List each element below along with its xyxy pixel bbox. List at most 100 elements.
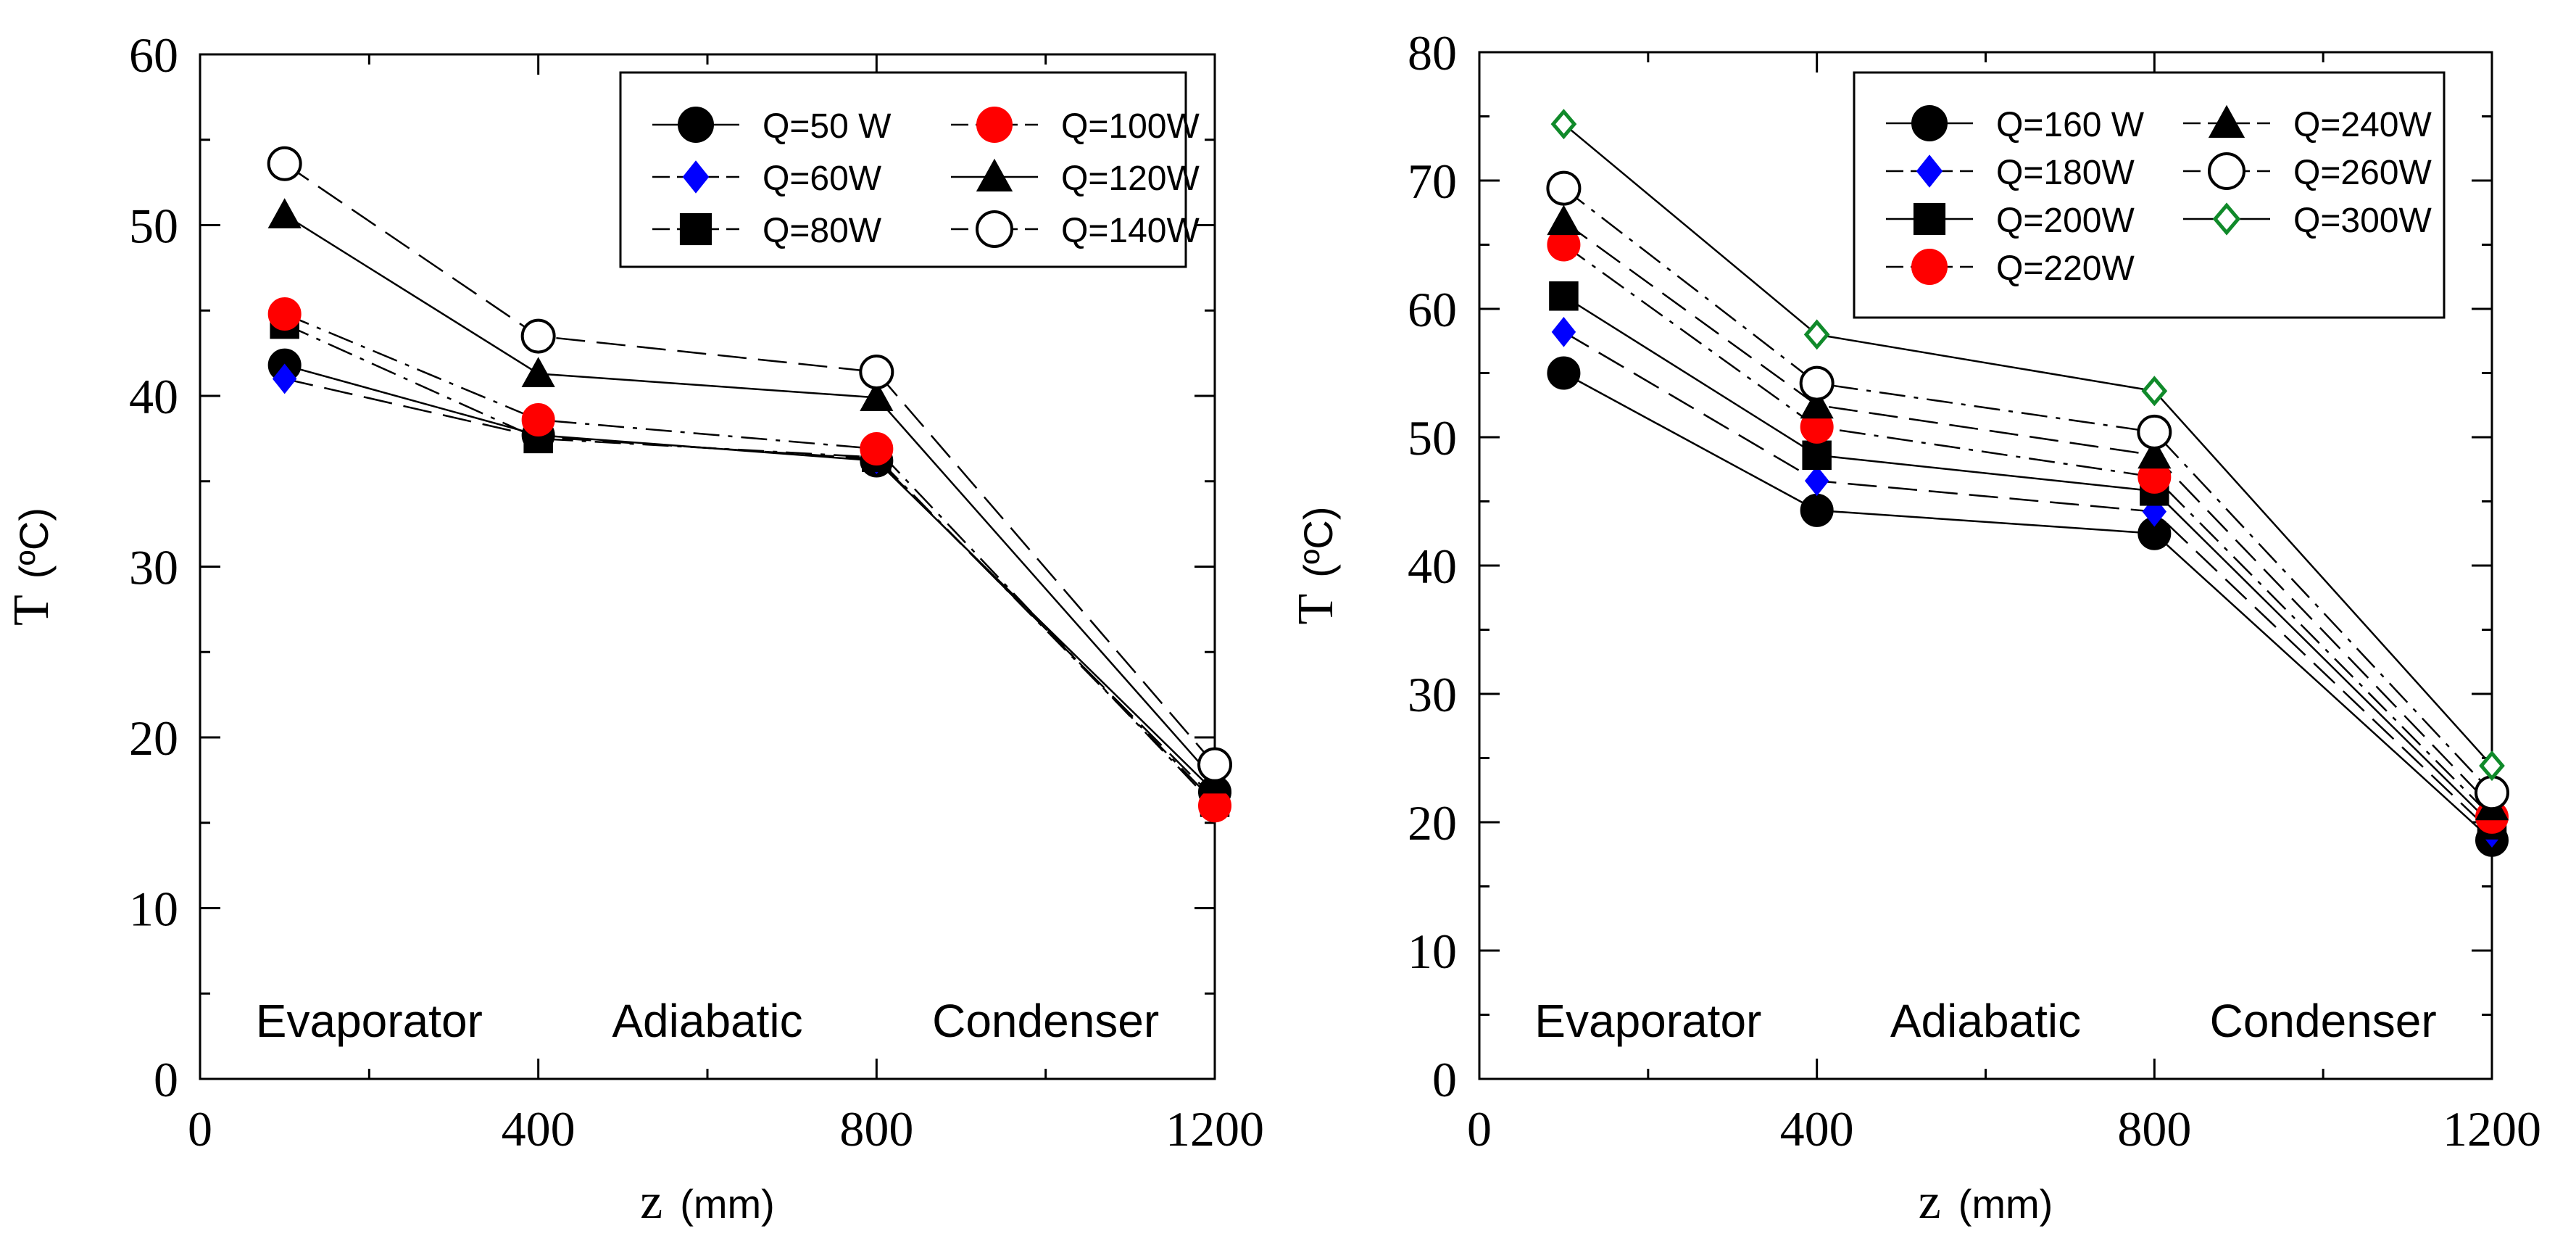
series-line-6 xyxy=(283,162,1216,766)
data-point-series-6 xyxy=(520,318,556,354)
series-line-2 xyxy=(1563,331,2493,834)
legend-item: Q=220W xyxy=(1886,249,2135,288)
legend-label: Q=260W xyxy=(2293,154,2432,192)
legend-label: Q=60W xyxy=(763,160,882,198)
y-axis-symbol: T xyxy=(4,595,59,626)
data-point-series-5 xyxy=(267,198,302,228)
legend-item: Q=300W xyxy=(2183,202,2432,240)
y-tick-label: 0 xyxy=(154,1052,178,1107)
y-axis-symbol: T xyxy=(1288,594,1344,625)
y-tick-label: 0 xyxy=(1432,1052,1457,1107)
data-point-series-5 xyxy=(521,357,555,387)
legend-box xyxy=(619,71,1187,268)
data-point-series-7 xyxy=(1803,319,1830,350)
y-tick-label: 40 xyxy=(1408,539,1457,594)
series-line-4 xyxy=(284,313,1216,807)
x-tick-label: 1200 xyxy=(1166,1101,1264,1156)
legend-item: Q=80W xyxy=(652,212,882,250)
y-tick-label: 20 xyxy=(1408,795,1457,851)
legend: Q=160 W Q=180W Q=200W Q=220W Q=240W Q=260W Q=3… xyxy=(1853,71,2446,319)
data-point-series-2 xyxy=(1804,465,1829,497)
data-point-series-6 xyxy=(267,146,302,181)
series-line-7 xyxy=(1563,123,2493,766)
x-tick-label: 0 xyxy=(1467,1101,1492,1156)
data-point-series-6 xyxy=(1546,170,1582,206)
legend-label: Q=220W xyxy=(1996,249,2135,288)
series-line-6 xyxy=(1563,187,2493,794)
data-point-series-5 xyxy=(860,381,894,411)
legend-label: Q=300W xyxy=(2293,202,2432,240)
legend-item: Q=50 W xyxy=(652,107,892,146)
legend-item: Q=120W xyxy=(951,158,1200,198)
legend-marker xyxy=(1913,202,1946,236)
series-line-3 xyxy=(1563,295,2493,826)
x-axis-unit: (mm) xyxy=(680,1181,775,1227)
x-axis-title: z (mm) xyxy=(640,1174,775,1230)
legend-label: Q=120W xyxy=(1061,160,1200,198)
legend-marker xyxy=(2208,104,2245,138)
legend-marker xyxy=(682,160,710,194)
y-tick-label: 40 xyxy=(129,369,178,424)
legend: Q=50 W Q=60W Q=80W Q=100W Q=120W Q=140W xyxy=(619,71,1200,268)
y-tick-label: 30 xyxy=(1408,667,1457,722)
data-point-series-6 xyxy=(1197,747,1232,782)
x-tick-label: 400 xyxy=(502,1101,576,1156)
legend-label: Q=160 W xyxy=(1996,106,2145,144)
legend-label: Q=50 W xyxy=(763,107,892,146)
y-axis-title: T (ºC) xyxy=(4,508,59,626)
y-axis-title: T (ºC) xyxy=(1288,507,1344,625)
data-point-series-5 xyxy=(2137,438,2172,469)
legend-label: Q=240W xyxy=(2293,106,2432,144)
y-tick-label: 60 xyxy=(129,28,178,83)
data-point-series-7 xyxy=(1550,109,1577,140)
series-line-1 xyxy=(284,364,1216,793)
x-axis-unit: (mm) xyxy=(1958,1181,2053,1227)
legend-item: Q=200W xyxy=(1886,202,2135,240)
y-tick-label: 20 xyxy=(129,711,178,766)
legend-label: Q=200W xyxy=(1996,202,2135,240)
legend-item: Q=180W xyxy=(1886,154,2135,192)
series-line-2 xyxy=(284,378,1216,800)
x-axis-symbol: z xyxy=(1919,1174,1941,1230)
series-line-4 xyxy=(1563,244,2493,818)
data-point-series-6 xyxy=(859,355,894,390)
data-point-series-7 xyxy=(2141,376,2168,407)
data-point-series-6 xyxy=(1799,365,1835,401)
region-label: Adiabatic xyxy=(1890,995,2081,1047)
y-tick-label: 10 xyxy=(129,882,178,937)
region-label: Evaporator xyxy=(1534,995,1761,1047)
y-tick-label: 70 xyxy=(1408,154,1457,209)
series-line-3 xyxy=(284,323,1216,803)
data-point-series-3 xyxy=(1802,440,1832,471)
legend-item: Q=100W xyxy=(951,107,1200,146)
region-label: Evaporator xyxy=(256,995,483,1047)
x-tick-label: 800 xyxy=(839,1101,913,1156)
legend-label: Q=140W xyxy=(1061,212,1200,250)
region-label: Condenser xyxy=(932,995,1159,1047)
y-tick-label: 10 xyxy=(1408,924,1457,979)
data-point-series-4 xyxy=(521,402,555,436)
y-tick-label: 60 xyxy=(1408,282,1457,337)
legend-item: Q=140W xyxy=(951,210,1200,250)
data-point-series-6 xyxy=(2475,775,2509,811)
series-line-5 xyxy=(284,214,1216,781)
y-axis-unit: (ºC) xyxy=(1295,507,1341,578)
legend-box xyxy=(1853,71,2446,319)
y-tick-label: 80 xyxy=(1408,25,1457,80)
legend-label: Q=80W xyxy=(763,212,882,250)
legend-marker xyxy=(678,107,714,143)
x-tick-label: 0 xyxy=(188,1101,212,1156)
data-point-series-5 xyxy=(1800,388,1834,419)
x-tick-label: 400 xyxy=(1780,1101,1854,1156)
legend-marker xyxy=(1916,154,1943,188)
y-tick-label: 50 xyxy=(129,199,178,254)
legend-item: Q=60W xyxy=(652,160,882,198)
x-tick-label: 1200 xyxy=(2443,1101,2541,1156)
legend-marker xyxy=(679,212,712,246)
legend-marker xyxy=(976,158,1013,192)
legend-label: Q=180W xyxy=(1996,154,2135,192)
legend-label: Q=100W xyxy=(1061,107,1200,146)
legend-item: Q=260W xyxy=(2183,152,2432,192)
